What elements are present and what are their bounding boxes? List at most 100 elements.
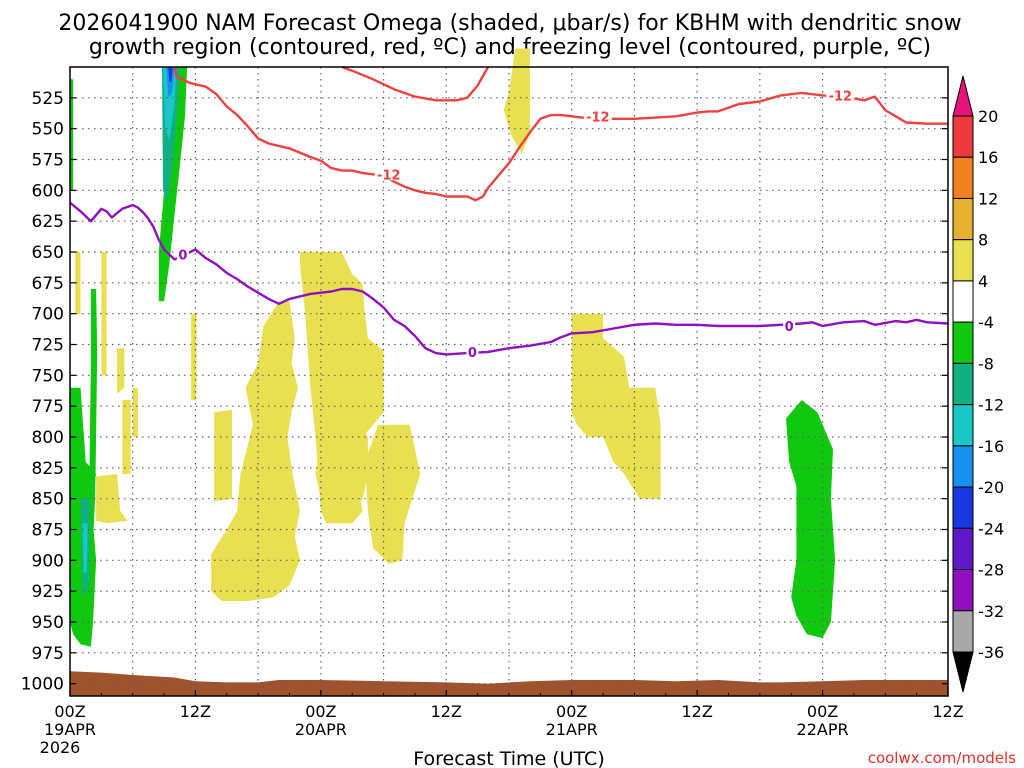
colorbar-segment xyxy=(952,445,974,488)
contour-label-bg xyxy=(466,343,479,358)
y-tick-label: 625 xyxy=(32,212,64,232)
x-tick-label: 12Z xyxy=(431,702,462,721)
colorbar-segment xyxy=(952,239,974,282)
y-tick-label: 700 xyxy=(32,305,64,325)
colorbar-label: -36 xyxy=(978,643,1004,662)
down-region-1 xyxy=(158,67,188,302)
colorbar-label: -8 xyxy=(978,354,994,373)
colorbar-label: -16 xyxy=(978,437,1004,456)
x-tick-label: 12Z xyxy=(681,702,712,721)
up-region-11 xyxy=(101,252,107,376)
axes: 525 550 575 600 625 650 675 700 725 750 775 800 825 8… xyxy=(21,66,964,757)
plot-area: -12 -12 -12 0 0 0 xyxy=(69,48,949,696)
x-axis-label: Forecast Time (UTC) xyxy=(413,748,604,768)
y-tick-label: 800 xyxy=(32,428,64,448)
colorbar: 20 16 12 8 4 -4 -8 -12 -16 -20 -24 -28 -32 -36 xyxy=(952,75,1004,693)
colorbar-segment xyxy=(952,610,974,653)
colorbar-label: 16 xyxy=(978,148,998,167)
colorbar-segment xyxy=(952,569,974,612)
up-region-9 xyxy=(122,400,131,474)
y-tick-label: 675 xyxy=(32,274,64,294)
x-tick-label: 00Z xyxy=(54,702,85,721)
up-region-5 xyxy=(364,424,421,564)
y-tick-label: 1000 xyxy=(21,675,64,695)
contour-label: -12 xyxy=(829,89,853,104)
y-tick-label: 750 xyxy=(32,366,64,386)
y-tick-label: 975 xyxy=(32,644,64,664)
up-region-10 xyxy=(75,252,81,314)
contour-label: 0 xyxy=(785,320,794,335)
x-tick-date: 19APR xyxy=(44,720,96,739)
colorbar-segment xyxy=(952,404,974,447)
x-tick-date: 22APR xyxy=(797,720,849,739)
down-region-4 xyxy=(70,79,74,191)
up-region-12 xyxy=(191,313,197,400)
colorbar-segment xyxy=(952,321,974,364)
x-tick-label: 00Z xyxy=(807,702,838,721)
y-tick-label: 875 xyxy=(32,521,64,541)
chart-title-line2: growth region (contoured, red, ºC) and f… xyxy=(89,35,931,60)
up-region-7 xyxy=(117,348,125,394)
colorbar-segment xyxy=(952,280,974,323)
up-region-8 xyxy=(132,387,138,437)
credit-text: coolwx.com/models xyxy=(868,749,1016,767)
colorbar-segment xyxy=(952,115,974,158)
contour-label-bg xyxy=(783,318,796,332)
y-tick-label: 575 xyxy=(32,151,64,171)
contour-label: 0 xyxy=(178,248,187,263)
contour-label: 0 xyxy=(468,346,477,361)
contour-label-bg xyxy=(826,87,855,102)
colorbar-top-triangle xyxy=(952,75,974,117)
down-region-8 xyxy=(166,67,175,98)
colorbar-bottom-triangle xyxy=(952,651,974,693)
dgz-contour xyxy=(173,66,948,202)
y-tick-label: 550 xyxy=(32,120,64,140)
colorbar-label: -12 xyxy=(978,396,1004,415)
colorbar-segment xyxy=(952,197,974,241)
colorbar-label: 20 xyxy=(978,107,998,126)
y-tick-label: 850 xyxy=(32,490,64,510)
y-tick-label: 775 xyxy=(32,397,64,417)
y-tick-label: 525 xyxy=(32,89,64,109)
down-region-9 xyxy=(168,67,173,82)
colorbar-label: 8 xyxy=(978,231,988,250)
up-region-6 xyxy=(96,474,128,524)
colorbar-segment xyxy=(952,527,974,571)
x-tick-date: 21APR xyxy=(546,720,598,739)
colorbar-label: -24 xyxy=(978,519,1004,538)
down-region-7 xyxy=(163,67,177,141)
colorbar-label: -32 xyxy=(978,602,1004,621)
y-tick-label: 925 xyxy=(32,582,64,602)
contour-label-bg xyxy=(583,108,612,123)
down-region-3 xyxy=(88,289,98,561)
x-tick-label: 12Z xyxy=(180,702,211,721)
colorbar-label: -20 xyxy=(978,478,1004,497)
x-tick-date: 20APR xyxy=(295,720,347,739)
y-tick-label: 950 xyxy=(32,613,64,633)
up-region-13 xyxy=(503,48,530,154)
y-tick-label: 900 xyxy=(32,551,64,571)
y-tick-label: 725 xyxy=(32,336,64,356)
x-tick-label: 00Z xyxy=(305,702,336,721)
contour-label: -12 xyxy=(377,168,401,183)
up-region-2 xyxy=(211,301,300,601)
colorbar-label: 4 xyxy=(978,272,988,291)
contour-label-bg xyxy=(374,166,403,181)
colorbar-segment xyxy=(952,362,974,406)
contour-label: -12 xyxy=(586,110,610,125)
x-tick-label: 12Z xyxy=(932,702,963,721)
colorbar-label: 12 xyxy=(978,189,998,208)
colorbar-segment xyxy=(952,486,974,529)
x-tick-year: 2026 xyxy=(40,738,81,757)
y-tick-label: 600 xyxy=(32,181,64,201)
y-tick-label: 825 xyxy=(32,459,64,479)
colorbar-segment xyxy=(952,156,974,199)
chart-title-line1: 2026041900 NAM Forecast Omega (shaded, μ… xyxy=(58,11,961,36)
colorbar-label: -28 xyxy=(978,561,1004,580)
x-tick-label: 00Z xyxy=(556,702,587,721)
y-tick-label: 650 xyxy=(32,243,64,263)
dgz-contour xyxy=(341,65,490,102)
up-region-3 xyxy=(214,409,232,502)
down-region-11 xyxy=(82,523,88,573)
